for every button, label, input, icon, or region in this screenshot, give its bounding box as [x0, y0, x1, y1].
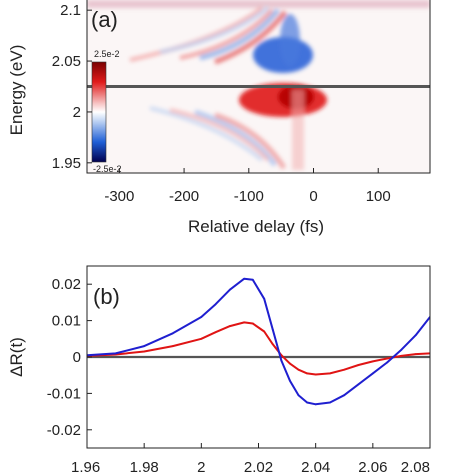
data-point — [297, 394, 300, 397]
heatmap-fringe — [159, 6, 270, 54]
data-point — [243, 277, 246, 280]
series-line-red — [87, 321, 430, 376]
panel-a-y-tick-label: 2.05 — [52, 53, 81, 70]
colorbar-min-label: -2.5e-2 — [93, 164, 122, 174]
data-point — [357, 383, 360, 386]
panel-b-x-tick-label: 2 — [197, 459, 205, 474]
data-point — [400, 348, 403, 351]
heatmap-fringe — [149, 106, 264, 162]
heatmap-fringe — [129, 6, 264, 62]
panel-b-axes: 1.96 1.98 2 2.02 2.04 2.06 2.08 0.02 0.01 0 -0.01 -… — [47, 276, 431, 474]
data-point — [371, 360, 374, 363]
data-point — [386, 361, 389, 364]
data-point — [414, 353, 417, 355]
data-point — [251, 278, 254, 281]
panel-b-x-tick-label: 2.06 — [358, 459, 387, 474]
panel-a-y-axis-label: Energy (eV) — [7, 45, 26, 136]
data-point — [371, 372, 374, 375]
data-point — [297, 368, 300, 371]
data-point — [329, 401, 331, 404]
data-point — [263, 297, 266, 300]
panel-b-series — [87, 277, 430, 406]
data-point — [114, 352, 117, 355]
panel-b-y-tick-label: -0.01 — [47, 385, 81, 402]
data-point — [214, 331, 217, 334]
panel-b-y-tick-label: 0 — [73, 349, 81, 366]
colorbar — [91, 61, 107, 163]
data-point — [306, 401, 308, 404]
data-point — [306, 372, 308, 375]
panel-a-frame — [86, 0, 431, 174]
data-point — [343, 368, 346, 371]
heatmap-features — [87, 0, 430, 170]
heatmap-fringe — [214, 112, 287, 170]
data-point — [343, 394, 346, 397]
panel-b-x-tick-label: 2.08 — [401, 459, 430, 474]
panel-b-y-tick-label: 0.01 — [52, 313, 81, 330]
heatmap-red-streak — [292, 90, 304, 170]
panel-a-x-axis-label: Relative delay (fs) — [188, 217, 324, 236]
heatmap-blue-streak — [280, 14, 300, 66]
data-point — [251, 322, 254, 325]
data-point — [200, 316, 203, 318]
data-point — [329, 372, 331, 375]
data-point — [243, 321, 246, 324]
panel-a-axes: -300 -200 -100 0 100 1.95 2 2.05 2.1 — [52, 2, 391, 205]
data-point — [271, 343, 274, 346]
panel-a-x-tick-label: -200 — [169, 188, 199, 205]
heatmap-fringe — [199, 8, 280, 61]
panel-b-x-tick-label: 1.96 — [71, 459, 100, 474]
panel-a-y-tick-label: 1.95 — [52, 155, 81, 172]
panel-a-y-tick-label: 2.1 — [60, 2, 81, 19]
data-point — [400, 355, 403, 357]
data-point — [229, 325, 231, 327]
data-point — [229, 288, 231, 291]
data-point — [143, 350, 146, 353]
panel-a: 2.5e-2 -2.5e-2 (a) -300 -200 -100 0 100 1.95 2… — [7, 0, 431, 236]
data-point — [271, 328, 274, 331]
panel-a-x-tick-label: 0 — [309, 188, 317, 205]
heatmap-fringe — [214, 10, 287, 65]
data-point — [214, 303, 217, 306]
panel-b-y-tick-label: 0.02 — [52, 276, 81, 293]
panel-a-x-tick-label: 100 — [366, 188, 391, 205]
panel-b-x-tick-label: 2.02 — [244, 459, 273, 474]
data-point — [171, 332, 174, 335]
data-point — [314, 373, 317, 376]
panel-b-x-tick-label: 2.04 — [301, 459, 330, 474]
panel-b: (b) 1.96 1.98 2 2.02 2.04 2.06 2.08 0.02 0.01 0 -0… — [7, 265, 431, 474]
series-line-blue — [87, 277, 430, 406]
panel-b-y-axis-label: ΔR(t) — [7, 337, 26, 377]
panel-a-x-tick-label: -100 — [234, 188, 264, 205]
data-point — [414, 334, 417, 337]
data-point — [280, 359, 283, 362]
data-point — [357, 364, 360, 366]
colorbar-max-label: 2.5e-2 — [94, 49, 120, 59]
data-point — [143, 345, 146, 347]
panel-b-x-tick-label: 1.98 — [130, 459, 159, 474]
heatmap-fringe — [169, 108, 270, 162]
heatmap-fringe — [179, 8, 274, 60]
panel-a-x-tick-label: -300 — [104, 188, 134, 205]
data-point — [289, 362, 291, 365]
data-point — [171, 345, 174, 347]
panel-a-y-tick-label: 2 — [73, 104, 81, 121]
heatmap-area — [87, 0, 430, 170]
panel-b-label: (b) — [93, 284, 120, 309]
data-point — [200, 337, 203, 340]
data-point — [314, 403, 317, 406]
heatmap-top-band — [87, 0, 430, 8]
data-point — [289, 379, 291, 382]
heatmap-fringe — [194, 109, 278, 167]
panel-b-y-tick-label: -0.02 — [47, 422, 81, 439]
panel-a-label: (a) — [91, 7, 118, 32]
data-point — [263, 330, 266, 333]
data-point — [386, 357, 389, 360]
